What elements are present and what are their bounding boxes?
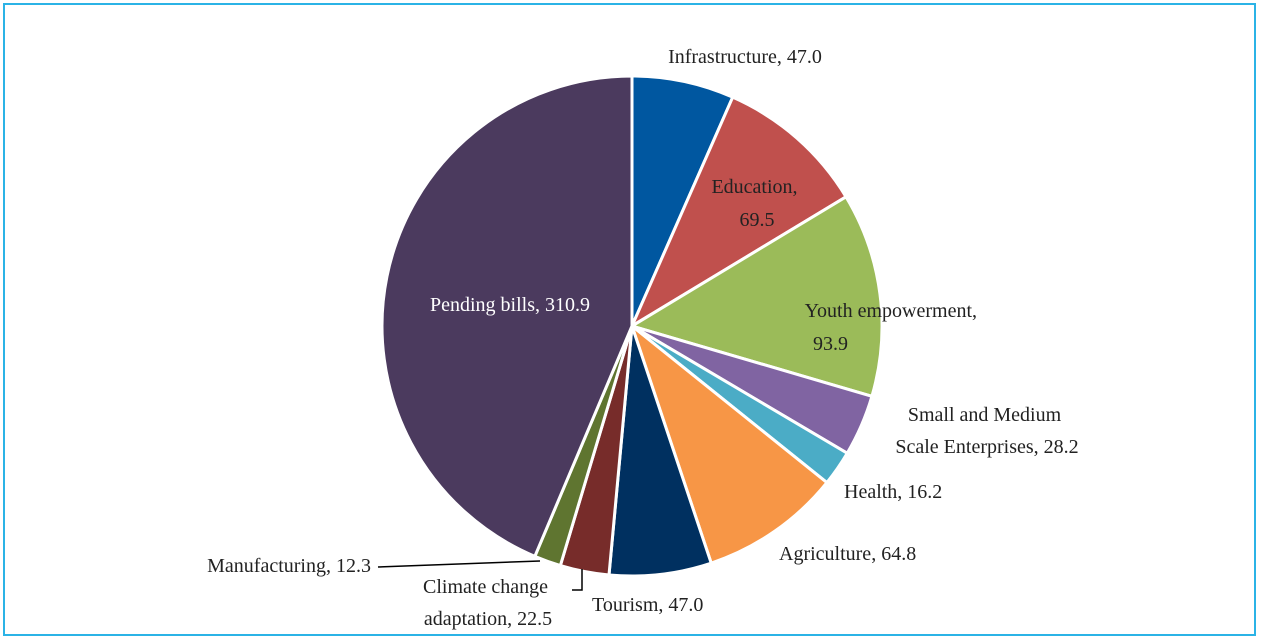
pie-slices bbox=[380, 74, 884, 578]
label-climate-change: Climate change adaptation, 22.5 bbox=[423, 576, 553, 630]
label-health: Health, 16.2 bbox=[844, 481, 942, 503]
label-manufacturing: Manufacturing, 12.3 bbox=[207, 555, 371, 577]
label-youth-empowerment: Youth empowerment, 93.9 bbox=[805, 300, 982, 355]
label-education: Education, 69.5 bbox=[711, 176, 802, 231]
label-infrastructure: Infrastructure, 47.0 bbox=[668, 46, 822, 68]
leader-lines bbox=[377, 560, 583, 591]
label-sme: Small and Medium Scale Enterprises, 28.2 bbox=[895, 404, 1078, 458]
label-pending-bills: Pending bills, 310.9 bbox=[430, 294, 590, 316]
pie-slice-pending-bills bbox=[380, 74, 634, 559]
leader-line-manufacturing bbox=[377, 560, 541, 568]
pie-slice-education bbox=[628, 95, 849, 330]
pie-slice-youth-empowerment bbox=[628, 194, 884, 399]
pie-slice-agriculture bbox=[628, 321, 830, 566]
leader-line-climate-change bbox=[572, 569, 583, 591]
label-agriculture: Agriculture, 64.8 bbox=[779, 543, 916, 565]
label-tourism: Tourism, 47.0 bbox=[592, 594, 703, 616]
